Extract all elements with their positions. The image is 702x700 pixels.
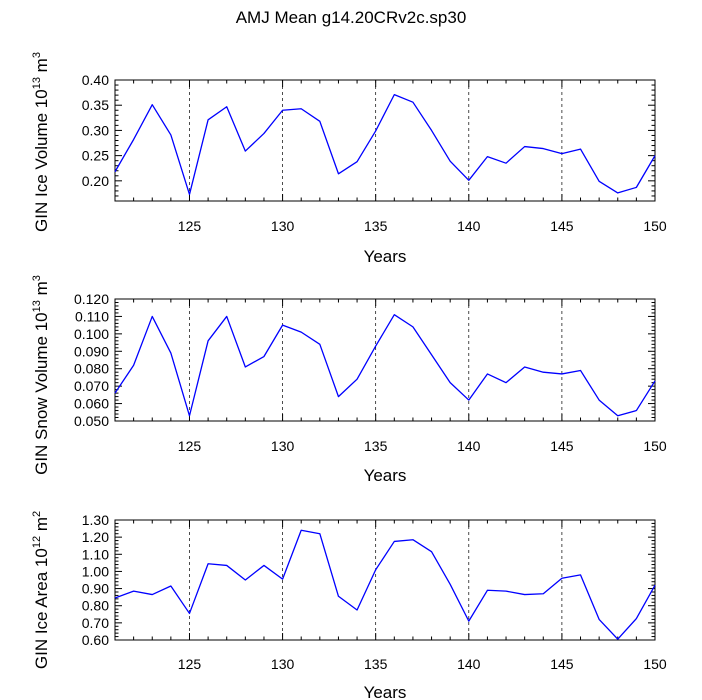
x-axis-label: Years	[364, 466, 407, 485]
chart-1: 125 130 135 140 145 150 0.20 0.25 0.30 0.35 0.40 Ye…	[31, 52, 667, 266]
y-axis-label-part: 3	[31, 52, 43, 58]
x-tick-label: 125	[178, 438, 202, 454]
x-tick-label: 145	[550, 218, 574, 234]
y-tick-label: 1.30	[82, 512, 109, 528]
x-tick-label: 150	[643, 218, 667, 234]
y-axis-label-part: 3	[31, 275, 43, 281]
y-tick-label: 0.90	[82, 581, 109, 597]
x-tick-label: 135	[364, 438, 388, 454]
series-line	[114, 529, 656, 640]
y-tick-label: 0.25	[82, 148, 109, 164]
y-tick-label: 0.070	[74, 378, 109, 394]
y-axis-label-part: m	[32, 281, 51, 300]
x-tick-label: 145	[550, 656, 574, 672]
y-axis-label-part: GIN Snow Volume 10	[32, 312, 51, 475]
series-line	[114, 93, 656, 196]
y-axis-label-part: 12	[31, 536, 43, 548]
x-tick-label: 135	[364, 218, 388, 234]
series-line	[114, 314, 656, 417]
y-tick-label: 0.40	[82, 72, 109, 88]
x-tick-label: 130	[271, 218, 295, 234]
x-tick-label: 125	[178, 218, 202, 234]
y-axis-label-part: GIN Ice Volume 10	[32, 89, 51, 232]
y-tick-label: 0.70	[82, 615, 109, 631]
y-tick-label: 1.20	[82, 529, 109, 545]
x-tick-label: 130	[271, 438, 295, 454]
y-tick-label: 1.00	[82, 563, 109, 579]
y-axis-label-part: 13	[31, 77, 43, 89]
x-tick-label: 140	[457, 656, 481, 672]
plot-frame	[114, 79, 656, 202]
x-tick-label: 140	[457, 438, 481, 454]
plot-frame	[114, 298, 656, 422]
x-axis-label: Years	[364, 247, 407, 266]
y-axis-label-part: GIN Ice Area 10	[32, 548, 51, 669]
y-tick-label: 0.060	[74, 396, 109, 412]
y-tick-label: 0.35	[82, 97, 109, 113]
x-axis-label: Years	[364, 683, 407, 700]
x-tick-label: 140	[457, 218, 481, 234]
y-tick-label: 0.120	[74, 291, 109, 307]
y-axis-label: GIN Ice Volume 1013 m3	[31, 52, 51, 232]
y-tick-label: 0.30	[82, 122, 109, 138]
page-title: AMJ Mean g14.20CRv2c.sp30	[235, 8, 467, 27]
y-tick-label: 0.080	[74, 361, 109, 377]
y-tick-label: 0.090	[74, 343, 109, 359]
x-tick-label: 125	[178, 656, 202, 672]
y-axis-label-part: m	[32, 517, 51, 536]
x-tick-label: 145	[550, 438, 574, 454]
y-tick-label: 0.80	[82, 598, 109, 614]
y-tick-label: 0.100	[74, 326, 109, 342]
y-axis-label: GIN Snow Volume 1013 m3	[31, 275, 51, 475]
y-tick-label: 1.10	[82, 546, 109, 562]
chart-3: 125 130 135 140 145 1500.600.700.800.901.001.…	[31, 511, 667, 700]
x-tick-label: 150	[643, 656, 667, 672]
y-axis-label-part: 13	[31, 300, 43, 312]
x-tick-label: 130	[271, 656, 295, 672]
y-tick-label: 0.050	[74, 413, 109, 429]
x-tick-label: 150	[643, 438, 667, 454]
y-axis-label-part: m	[32, 58, 51, 77]
y-tick-label: 0.60	[82, 632, 109, 648]
y-tick-label: 0.110	[75, 308, 109, 324]
y-axis-label-part: 2	[31, 511, 43, 517]
y-axis-label: GIN Ice Area 1012 m2	[31, 511, 51, 669]
x-tick-label: 135	[364, 656, 388, 672]
plot-frame	[114, 519, 656, 641]
y-tick-label: 0.20	[82, 173, 109, 189]
